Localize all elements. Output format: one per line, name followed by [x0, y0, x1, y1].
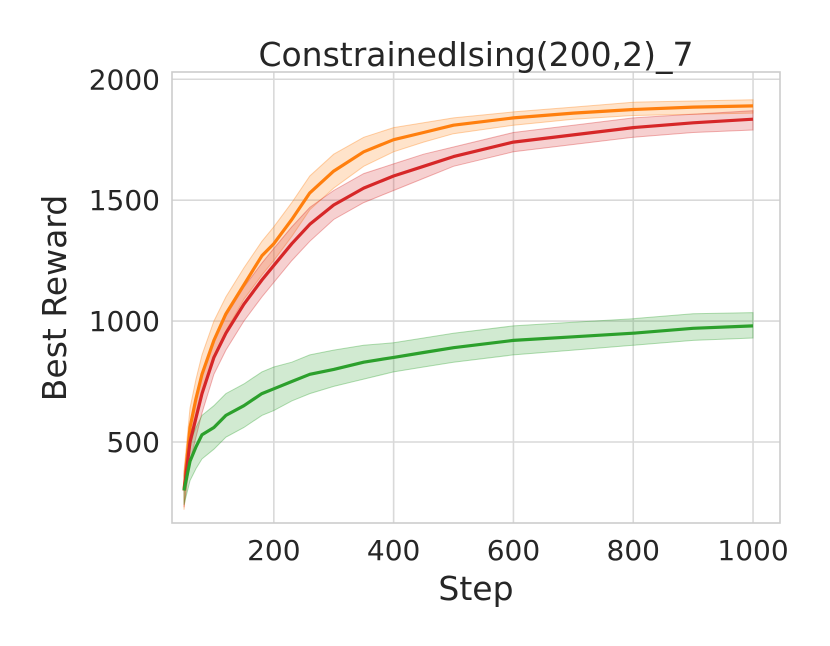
series-band-2: [183, 110, 754, 508]
series-lines: [182, 104, 754, 491]
x-tick-label: 600: [487, 534, 540, 567]
series-line-1: [182, 104, 754, 491]
x-tick-label: 400: [367, 534, 420, 567]
grid: [172, 72, 780, 523]
x-tick-label: 800: [607, 534, 660, 567]
y-tick-label: 2000: [89, 63, 160, 96]
x-tick-label: 200: [247, 534, 300, 567]
plot-frame: [171, 71, 781, 524]
series-band-1: [183, 99, 754, 510]
x-tick-label: 1000: [717, 534, 788, 567]
x-tick-labels: 200 400 600 800 1000: [247, 534, 789, 567]
y-axis-label: Best Reward: [35, 195, 74, 401]
series-line-2: [182, 117, 754, 491]
series-line-3: [182, 324, 754, 491]
x-axis-label: Step: [438, 569, 513, 608]
chart-title: ConstrainedIsing(200,2)_7: [258, 35, 693, 74]
y-tick-label: 500: [107, 426, 160, 459]
y-tick-label: 1000: [89, 305, 160, 338]
y-tick-label: 1500: [89, 184, 160, 217]
y-tick-labels: 500 1000 1500 2000: [89, 63, 160, 459]
series-band-3: [183, 312, 754, 506]
confidence-bands: [183, 99, 754, 510]
